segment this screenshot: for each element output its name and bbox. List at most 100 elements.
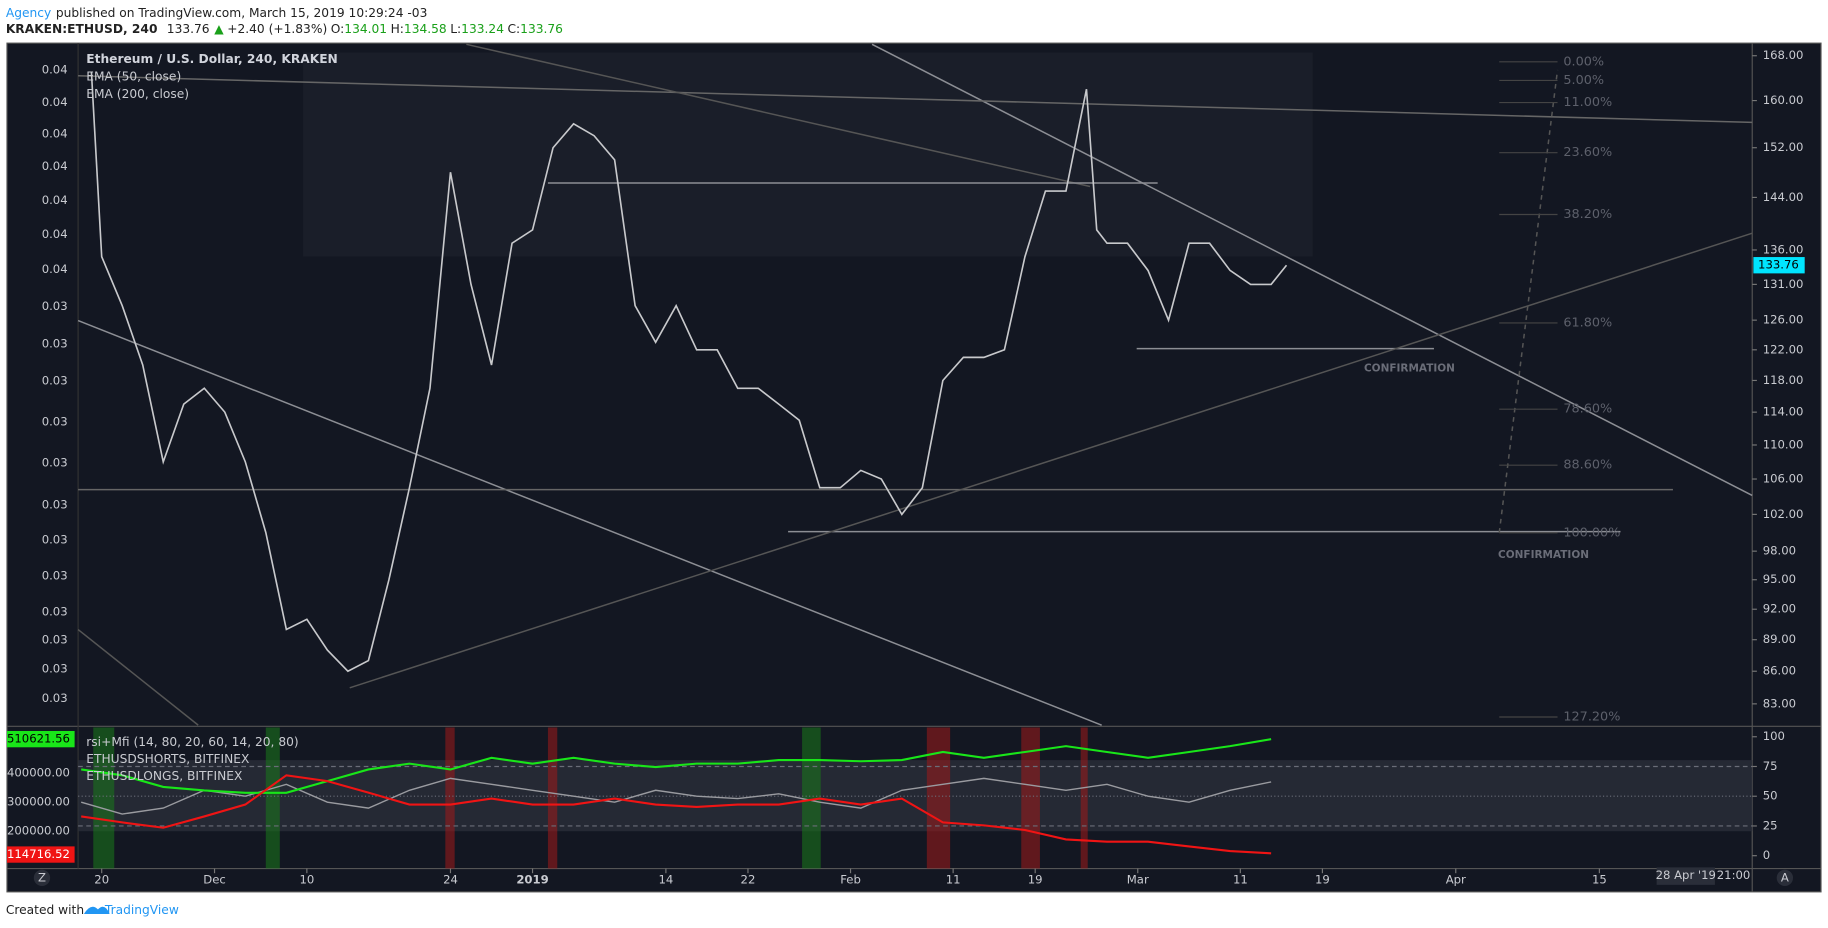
auto-button[interactable]	[1776, 869, 1794, 887]
study-label: EMA (200, close)	[86, 87, 189, 101]
x-tick-label: 11	[946, 873, 961, 887]
fib-label: 23.60%	[1563, 145, 1612, 160]
x-tick-label: 19	[1028, 873, 1043, 887]
symbol-line: KRAKEN:ETHUSD, 240 133.76 ▲ +2.40 (+1.83%) O…	[6, 22, 563, 36]
x-tick-label: 20	[94, 873, 109, 887]
trend-line	[466, 43, 1091, 188]
y-tick-label: 160.00	[1763, 93, 1804, 107]
trend-line	[349, 232, 1753, 689]
last-price-label: 133.76	[1758, 258, 1799, 272]
left-axis-label: 0.03	[42, 336, 68, 350]
ohlc-label: H:	[391, 22, 404, 36]
author[interactable]: Agency	[6, 5, 51, 19]
x-tick-label: 19	[1315, 873, 1330, 887]
chart-title: Ethereum / U.S. Dollar, 240, KRAKEN	[86, 52, 338, 66]
left-axis-label: 0.04	[42, 193, 68, 207]
y-tick-label: 83.00	[1763, 696, 1796, 710]
crosshair-box	[1656, 867, 1715, 885]
arrow: ▲	[214, 22, 224, 36]
left-axis-label: 0.04	[42, 227, 68, 241]
y-tick-label: 168.00	[1763, 48, 1804, 62]
zoom-button-label[interactable]: Z	[38, 870, 46, 884]
left-axis-label: 0.04	[42, 262, 68, 276]
last-price-tag	[1753, 257, 1805, 274]
signal-bar	[445, 727, 455, 869]
ohlc-value: 134.58	[404, 22, 447, 36]
highlight-box	[303, 52, 1313, 257]
drawings	[77, 43, 1753, 726]
ohlc-value: 133.76	[520, 22, 563, 36]
y2-tick-label: 100	[1763, 729, 1785, 743]
value-tag	[6, 846, 75, 863]
x-tick-label: 15	[1592, 873, 1607, 887]
left-axis-label: 0.03	[42, 374, 68, 388]
left-axis-label: 0.03	[42, 497, 68, 511]
signal-bar	[93, 727, 115, 869]
trend-line	[871, 43, 1753, 497]
y-tick-label: 152.00	[1763, 140, 1804, 154]
y2-tick-label: 0	[1763, 848, 1770, 862]
x-tick-label: 10	[299, 873, 314, 887]
y-tick-label: 86.00	[1763, 664, 1796, 678]
x-tick-label: 14	[658, 873, 673, 887]
footer-brand[interactable]: TradingView	[104, 903, 179, 917]
left-axis-label: 0.04	[42, 95, 68, 109]
crosshair-time: 21:00	[1717, 868, 1751, 882]
fib-label: 38.20%	[1563, 207, 1612, 222]
indicator-line	[80, 777, 1272, 815]
trend-line	[78, 75, 1753, 124]
left-pane-label: 114716.52	[7, 847, 70, 861]
fib-label: 11.00%	[1563, 95, 1612, 110]
left-axis-label: 0.03	[42, 299, 68, 313]
left-axis-label: 0.04	[42, 62, 68, 76]
fib-trend	[1498, 69, 1559, 533]
fib-label: 78.60%	[1563, 402, 1612, 417]
y2-tick-label: 75	[1763, 759, 1778, 773]
y-tick-label: 114.00	[1763, 405, 1804, 419]
signal-bar	[1021, 727, 1040, 869]
indicator-line	[81, 774, 1272, 855]
y-tick-label: 89.00	[1763, 632, 1796, 646]
x-tick-label: 2019	[516, 873, 548, 887]
signal-bars	[93, 727, 1088, 869]
zoom-button[interactable]	[33, 869, 51, 887]
y-tick-label: 92.00	[1763, 602, 1796, 616]
value-tag	[6, 730, 75, 748]
ohlc-value: 134.01	[344, 22, 387, 36]
ohlc-label: O:	[331, 22, 345, 36]
y-tick-label: 102.00	[1763, 507, 1804, 521]
signal-bar	[802, 727, 821, 869]
fib-label: 61.80%	[1563, 315, 1612, 330]
last: 133.76	[167, 22, 210, 36]
left-axis-label: 0.04	[42, 159, 68, 173]
crosshair-date: 28 Apr '19	[1656, 868, 1716, 882]
signal-bar	[926, 727, 951, 869]
y-tick-label: 98.00	[1763, 544, 1796, 558]
brand-logo	[83, 906, 110, 915]
fib-label: 5.00%	[1563, 73, 1604, 88]
left-axis-label: 0.03	[42, 568, 68, 582]
left-pane-label: 400000.00	[7, 765, 70, 779]
legend-label: ETHUSDSHORTS, BITFINEX	[86, 752, 249, 766]
left-axis-label: 0.03	[42, 662, 68, 676]
signal-bar	[547, 727, 558, 869]
fib-label: 88.60%	[1563, 458, 1612, 473]
y2-tick-label: 50	[1763, 789, 1778, 803]
left-axis-label: 0.03	[42, 633, 68, 647]
y-tick-label: 131.00	[1763, 277, 1804, 291]
y-tick-label: 144.00	[1763, 190, 1804, 204]
annotation: CONFIRMATION	[1364, 362, 1455, 374]
left-pane-label: 200000.00	[7, 824, 70, 838]
auto-button-label[interactable]: A	[1781, 870, 1789, 884]
left-axis-label: 0.03	[42, 532, 68, 546]
left-axis-label: 0.03	[42, 691, 68, 705]
ohlc-value: 133.24	[461, 22, 504, 36]
trend-line	[77, 628, 199, 726]
symbol: KRAKEN:ETHUSD, 240	[6, 22, 158, 36]
y-tick-label: 118.00	[1763, 373, 1804, 387]
x-tick-label: Apr	[1446, 873, 1466, 887]
annotation: CONFIRMATION	[1498, 549, 1589, 561]
y-tick-label: 136.00	[1763, 242, 1804, 256]
x-tick-label: Feb	[840, 873, 861, 887]
